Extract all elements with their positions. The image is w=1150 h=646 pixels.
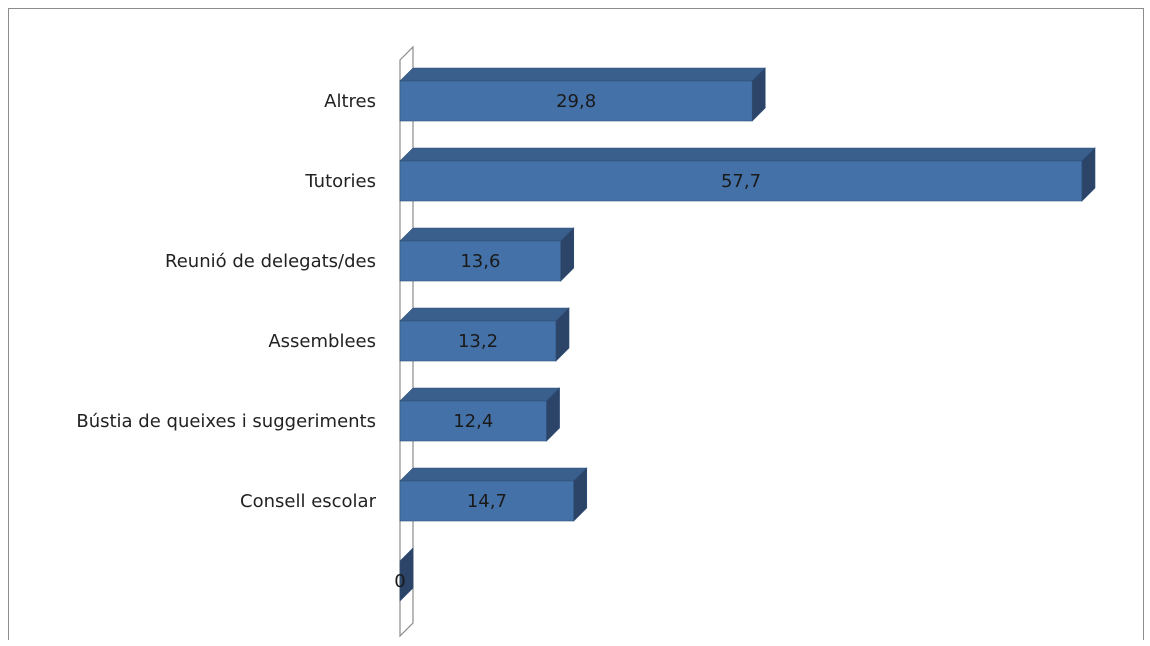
bar-4 [399,387,561,442]
bar-3 [399,307,570,362]
bar-side-face [399,547,414,602]
bar-6 [399,547,414,602]
value-label: 13,6 [460,251,500,272]
bar-front-face [399,240,562,282]
bar-2 [399,227,575,282]
bar-front-face [399,80,753,122]
bars [399,67,1096,602]
value-label: 14,7 [467,491,507,512]
bar-front-face [399,400,547,442]
bar-top-face [399,227,575,242]
bar-1 [399,147,1096,202]
category-label: Consell escolar [240,491,377,512]
category-label: Tutories [304,171,376,192]
bar-top-face [399,67,766,82]
bar-side-face [560,227,575,282]
category-label: Reunió de delegats/des [165,251,376,272]
category-labels: Altres Tutories Reunió de delegats/des Asse… [76,91,376,512]
category-label: Assemblees [268,331,376,352]
bar-5 [399,467,588,522]
chart-frame [8,8,1144,640]
value-label: 29,8 [556,91,596,112]
bar-side-face [1081,147,1096,202]
value-label: 57,7 [721,171,761,192]
bar-side-face [751,67,766,122]
category-label: Bústia de queixes i suggeriments [76,411,376,432]
value-label: 0 [394,571,405,592]
value-labels: 29,8 57,7 13,6 13,2 12,4 14,7 0 [394,91,761,592]
bar-side-face [546,387,560,442]
value-label: 12,4 [453,411,493,432]
bar-0 [399,67,766,122]
bar-front-face [399,160,1083,202]
bar-top-face [399,387,561,402]
category-label: Altres [324,91,376,112]
bar-front-face [399,480,575,522]
bar-top-face [399,467,588,482]
bar-side-face [573,467,588,522]
bar-top-face [399,147,1096,162]
bar-side-face [555,307,570,362]
value-label: 13,2 [458,331,498,352]
bar-top-face [399,307,570,322]
